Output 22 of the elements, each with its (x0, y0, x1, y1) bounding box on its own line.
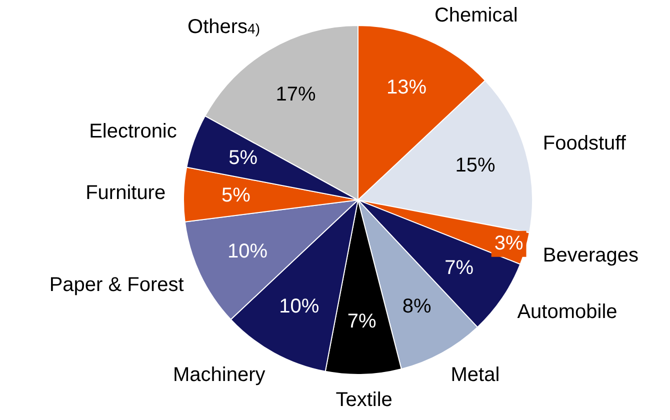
legend-label: Beverages (542, 244, 638, 266)
data-label: 17% (276, 83, 316, 106)
data-label: 5% (221, 184, 251, 207)
data-label: 5% (228, 147, 258, 170)
data-label: 8% (402, 296, 432, 318)
slice-label: Metal (450, 364, 500, 386)
slice-label: Automobile (517, 301, 618, 324)
data-label: 7% (444, 257, 474, 280)
slice-label: Chemical (434, 4, 518, 27)
data-label: 10% (227, 240, 268, 263)
data-label: 15% (455, 154, 496, 176)
slice-label: Foodstuff (542, 132, 626, 155)
slice-label: Textile (336, 388, 392, 411)
slice-label: Machinery (173, 364, 266, 386)
slice-label: Electronic (89, 120, 177, 143)
slice-label: Paper & Forest (49, 274, 184, 296)
data-label: 10% (279, 296, 320, 318)
data-label: 3% (494, 232, 524, 254)
data-label: 13% (386, 76, 427, 98)
data-label: 7% (347, 310, 377, 333)
slice-label: Others4) (188, 16, 260, 38)
slice-label: Furniture (86, 182, 166, 204)
